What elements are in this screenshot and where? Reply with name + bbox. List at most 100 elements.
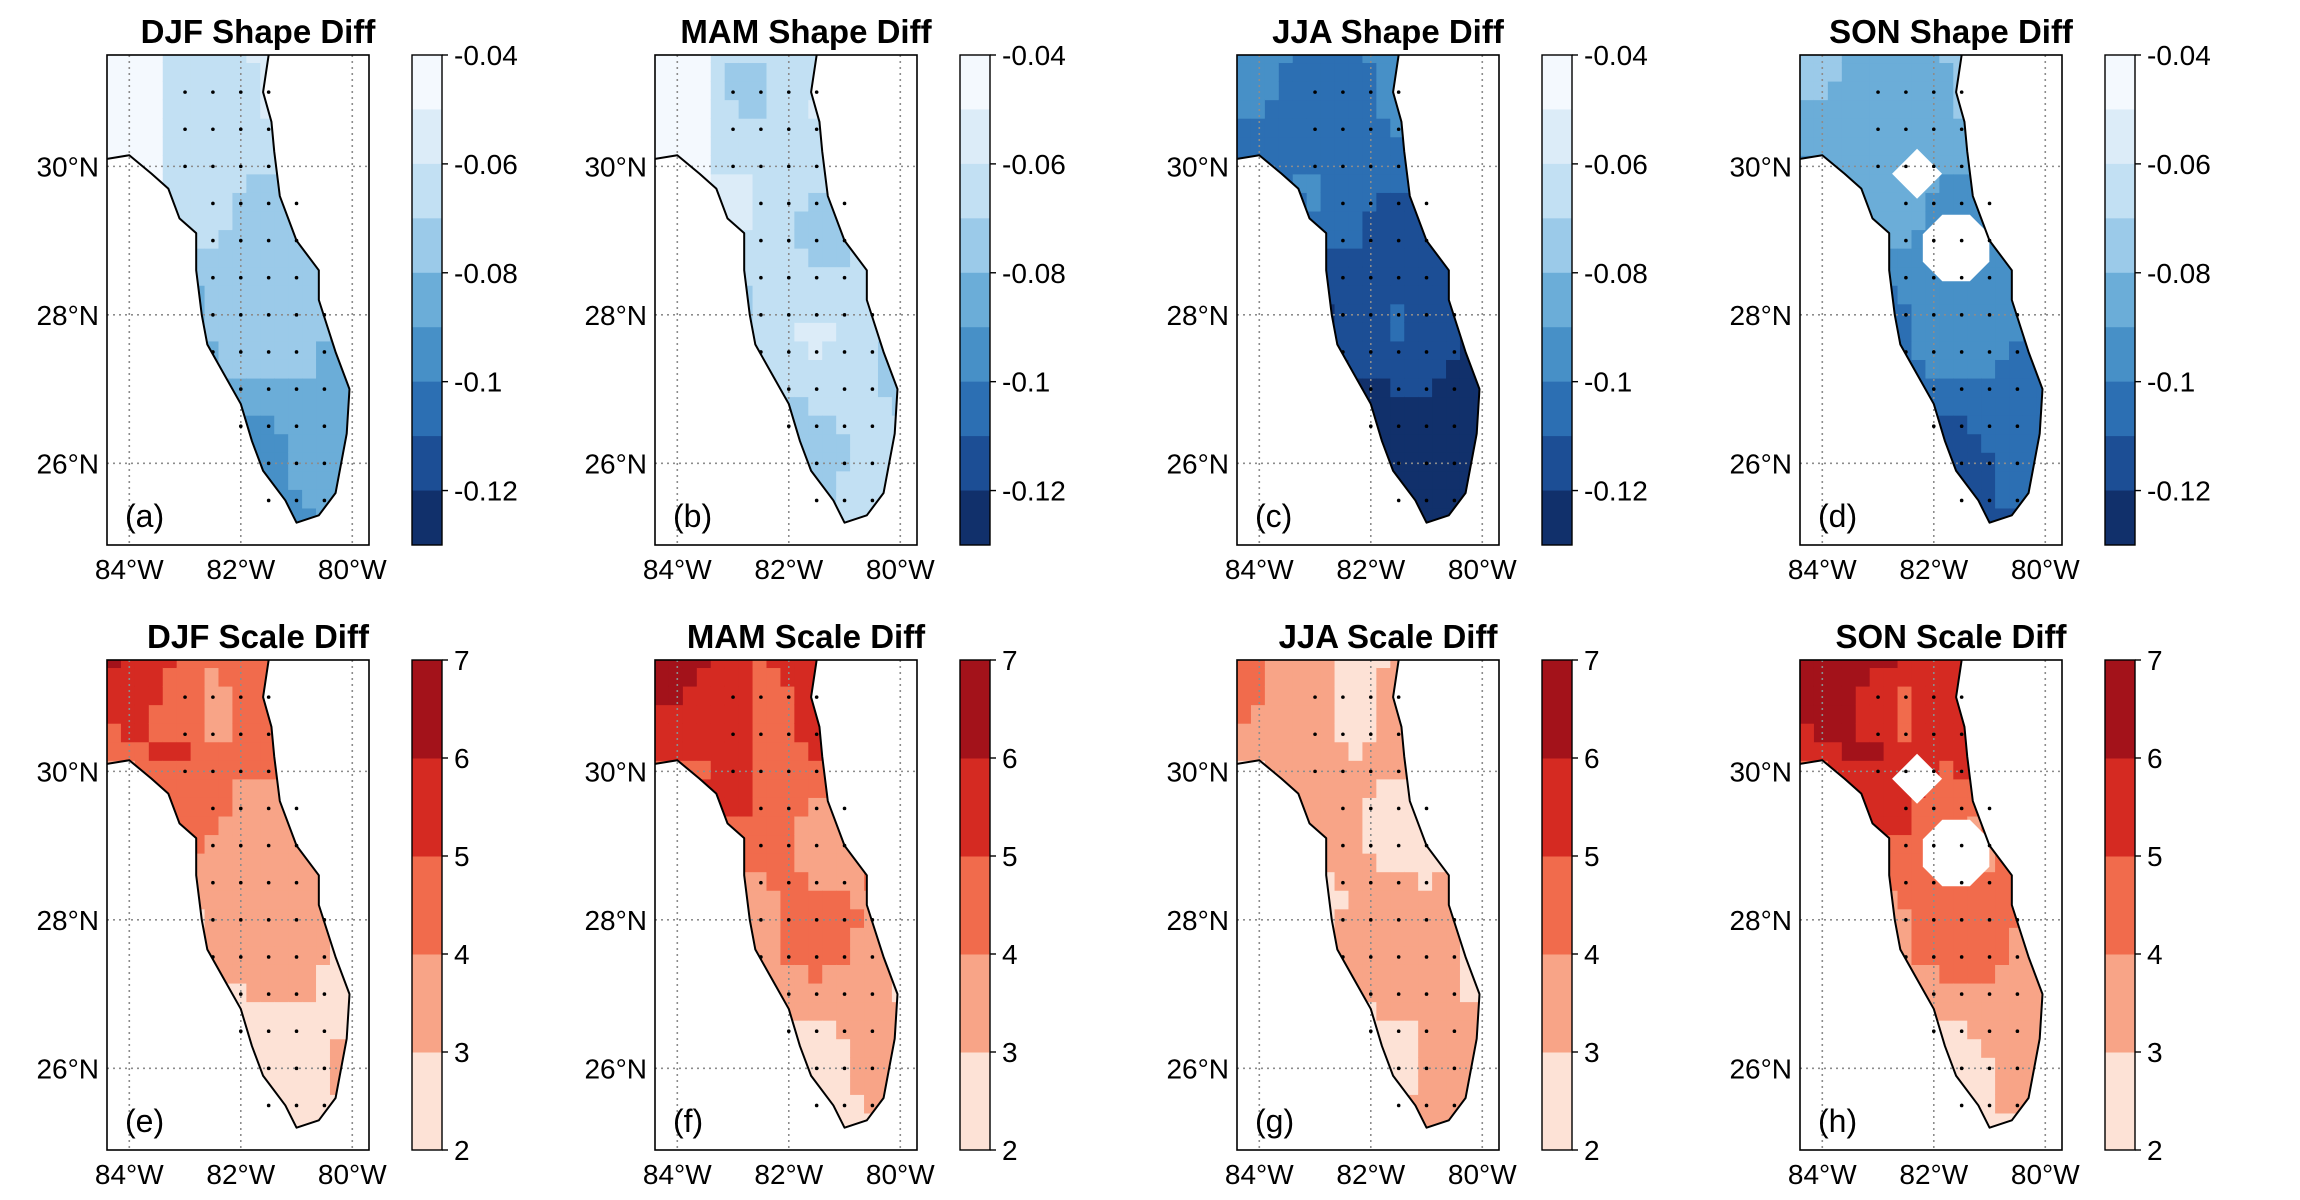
contour-cell [1292,433,1308,453]
contour-cell [1800,377,1815,398]
contour-cell [204,1112,220,1128]
contour-cell [246,853,261,873]
contour-cell [1446,377,1461,398]
contour-cell [696,945,712,965]
contour-cell [1967,685,1982,706]
contour-cell [2023,526,2038,545]
contour-cell [906,526,921,545]
contour-cell [1953,908,1968,928]
contour-cell [246,210,261,231]
contour-cell [668,80,684,101]
contour-cell [766,396,782,416]
contour-cell [836,415,851,435]
contour-cell [710,760,726,780]
contour-cell [204,489,220,509]
contour-cell [2036,760,2043,780]
contour-cell [738,359,754,379]
contour-cell [1869,433,1885,453]
contour-cell [739,526,754,545]
contour-cell [148,470,164,490]
colorbar: -0.04-0.06-0.08-0.1-0.12 [1541,40,1648,546]
contour-cell [148,723,164,743]
contour-cell [2051,434,2066,453]
contour-cell [1306,173,1322,193]
contour-cell [794,118,809,138]
contour-cell [724,433,740,453]
contour-cell [1883,853,1899,873]
colorbar-segment [1542,272,1572,328]
station-dot [1904,313,1908,317]
contour-cell [1376,489,1391,509]
contour-cell [822,741,837,761]
station-dot [294,955,299,959]
contour-cell [877,834,893,854]
contour-cell [1306,797,1322,817]
contour-cell [1800,470,1815,490]
contour-cell [274,303,289,323]
contour-cell [739,1131,754,1150]
contour-cell [343,396,350,416]
contour-cell [274,526,289,545]
contour-cell [724,1112,740,1128]
contour-cell [1939,155,1954,175]
station-dot [1931,164,1936,169]
contour-cell [1320,704,1336,724]
station-dot [1931,387,1936,391]
colorbar-segment [412,856,442,955]
contour-cell [2022,303,2038,323]
contour-cell [1418,155,1433,175]
contour-cell [316,1075,331,1095]
contour-cell [1911,526,1926,545]
contour-cell [176,62,192,82]
contour-cell [148,285,164,305]
contour-cell [2009,470,2024,490]
contour-cell [1237,62,1252,82]
contour-cell [1883,136,1899,156]
contour-cell [1264,470,1280,490]
contour-cell [710,927,726,947]
contour-cell [358,118,373,137]
station-dot [1904,201,1908,206]
contour-cell [1432,982,1447,1003]
contour-cell [780,340,795,360]
contour-cell [1334,982,1350,1003]
contour-cell [753,526,768,545]
contour-cell [1432,229,1447,249]
contour-cell [148,99,164,119]
contour-cell [1981,173,1996,193]
contour-cell [766,704,782,724]
contour-cell [134,229,150,249]
contour-cell [134,322,150,342]
contour-cell [1250,1020,1266,1040]
contour-cell [1237,1038,1252,1058]
contour-cell [738,760,754,780]
contour-cell [134,396,150,416]
contour-cell [232,322,247,342]
contour-cell [1292,415,1308,435]
contour-cell [1869,340,1885,360]
contour-cell [1813,173,1829,193]
contour-cell [780,526,795,545]
contour-cell [1981,927,1996,947]
contour-cell [134,62,150,82]
contour-cell [822,1020,837,1040]
contour-cell [162,229,178,249]
station-dot [786,164,791,169]
contour-cell [1446,118,1461,138]
contour-cell [1897,1020,1913,1040]
contour-cell [1813,285,1829,305]
station-dot [814,201,819,206]
contour-cell [232,248,247,268]
station-dot [1341,90,1345,94]
contour-cell [766,55,782,64]
contour-cell [1897,452,1913,472]
contour-cell [668,871,684,891]
contour-cell [1237,741,1252,761]
contour-cell [1473,322,1480,342]
station-dot [870,955,875,959]
contour-cell [134,723,150,743]
contour-cell [668,433,684,453]
contour-cell [2051,705,2066,724]
contour-cell [2009,99,2024,119]
contour-cell [329,723,345,743]
